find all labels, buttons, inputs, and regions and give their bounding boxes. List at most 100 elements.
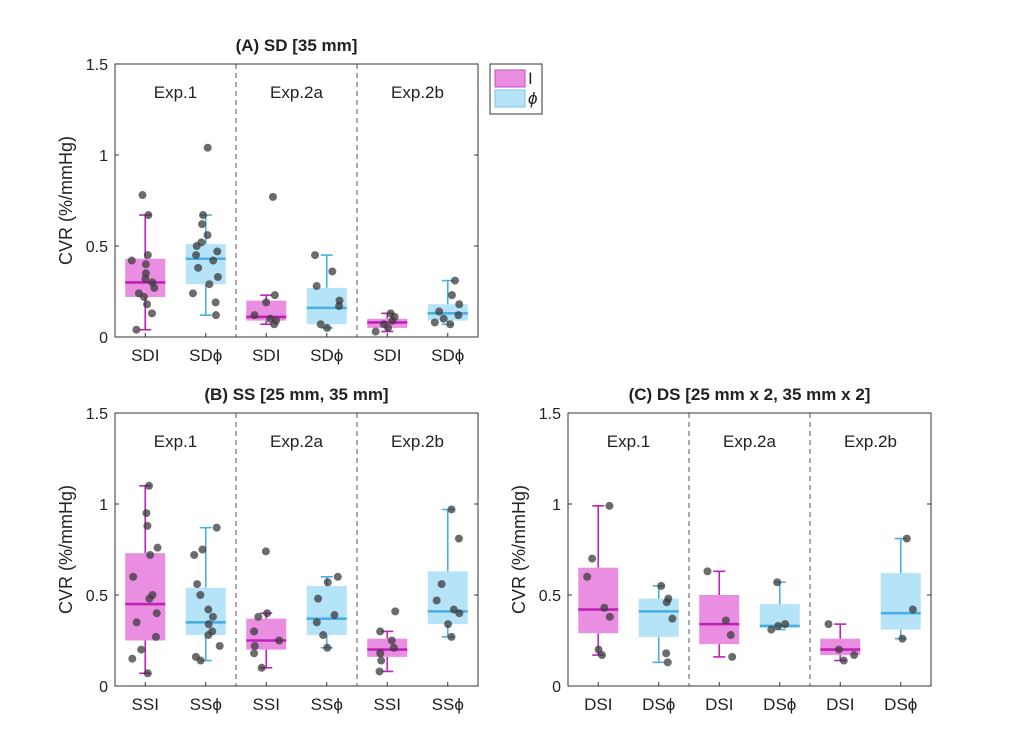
- y-tick-label: 1.5: [86, 57, 108, 74]
- data-point: [199, 211, 208, 220]
- data-point: [146, 550, 155, 559]
- data-point: [430, 318, 439, 327]
- data-point: [194, 263, 203, 272]
- data-point: [148, 278, 157, 287]
- data-point: [127, 256, 136, 265]
- x-tick-label: SSϕ: [432, 695, 464, 714]
- data-point: [203, 143, 212, 152]
- data-point: [192, 251, 201, 260]
- box-body: [367, 638, 408, 657]
- y-tick-label: 1: [99, 148, 108, 165]
- data-point: [188, 289, 197, 298]
- x-tick-label: DSI: [705, 695, 733, 714]
- data-point: [773, 578, 782, 587]
- data-point: [389, 643, 398, 652]
- data-point: [726, 631, 735, 640]
- legend-swatch: [494, 89, 526, 108]
- data-point: [209, 256, 218, 265]
- data-point: [250, 649, 259, 658]
- legend-swatch: [494, 69, 526, 88]
- data-point: [451, 276, 460, 285]
- legend-label: ϕ: [528, 89, 537, 108]
- data-point: [152, 609, 161, 618]
- data-point: [444, 620, 453, 629]
- y-tick-label: 1.5: [539, 406, 561, 423]
- box-body: [759, 604, 800, 628]
- x-tick-label: SDϕ: [310, 346, 343, 365]
- data-point: [262, 298, 271, 307]
- data-point: [208, 627, 217, 636]
- data-point: [447, 291, 456, 300]
- data-point: [333, 572, 342, 581]
- data-point: [143, 251, 152, 260]
- data-point: [250, 641, 259, 650]
- data-point: [371, 327, 380, 336]
- box-2: [185, 523, 226, 665]
- data-point: [204, 620, 213, 629]
- data-point: [435, 307, 444, 316]
- data-point: [314, 594, 323, 603]
- x-tick-label: SDI: [252, 346, 280, 365]
- x-tick-label: DSϕ: [884, 695, 917, 714]
- y-tick-label: 0: [552, 679, 561, 696]
- box-6: [427, 276, 468, 329]
- data-point: [323, 643, 332, 652]
- data-point: [728, 652, 737, 661]
- box-6: [880, 534, 921, 643]
- data-point: [144, 211, 153, 220]
- x-tick-label: SSI: [374, 695, 401, 714]
- box-4: [306, 251, 347, 332]
- data-point: [767, 625, 776, 634]
- data-point: [141, 260, 150, 269]
- data-point: [850, 651, 859, 660]
- box-1: [125, 481, 166, 678]
- data-point: [138, 191, 147, 200]
- data-point: [663, 658, 672, 667]
- data-point: [261, 547, 270, 556]
- data-point: [583, 572, 592, 581]
- panel-title: (A) SD [35 mm]: [236, 36, 358, 55]
- legend: Iϕ: [489, 63, 543, 115]
- data-point: [437, 580, 446, 589]
- data-point: [153, 543, 162, 552]
- box-body: [880, 573, 921, 630]
- x-tick-label: SDI: [373, 346, 401, 365]
- data-point: [204, 605, 213, 614]
- data-point: [774, 621, 783, 630]
- data-point: [375, 667, 384, 676]
- y-tick-label: 0: [99, 679, 108, 696]
- x-tick-label: SDϕ: [431, 346, 464, 365]
- data-point: [902, 534, 911, 543]
- x-tick-label: SDI: [131, 346, 159, 365]
- x-tick-label: DSϕ: [763, 695, 796, 714]
- data-point: [205, 280, 214, 289]
- data-point: [834, 645, 843, 654]
- y-tick-label: 0: [99, 330, 108, 347]
- data-point: [781, 620, 790, 629]
- data-point: [141, 269, 150, 278]
- data-point: [447, 632, 456, 641]
- data-point: [213, 272, 222, 281]
- data-point: [319, 631, 328, 640]
- data-point: [594, 645, 603, 654]
- x-tick-label: DSI: [584, 695, 612, 714]
- data-point: [129, 572, 138, 581]
- data-point: [137, 645, 146, 654]
- panel-B: (B) SS [25 mm, 35 mm] CVR (%/mmHg) SSI SSϕ S…: [56, 385, 479, 714]
- panel-title: (B) SS [25 mm, 35 mm]: [204, 385, 388, 404]
- x-tick-label: DSI: [826, 695, 854, 714]
- box-1: [125, 191, 166, 334]
- data-point: [824, 620, 833, 629]
- data-point: [432, 596, 441, 605]
- panel-A: (A) SD [35 mm] CVR (%/mmHg) SDI SDϕ SDI SDϕ SD…: [56, 36, 479, 365]
- box-5: [367, 309, 408, 336]
- group-label: Exp.1: [154, 432, 197, 451]
- data-point: [215, 641, 224, 650]
- data-point: [272, 316, 281, 325]
- data-point: [387, 636, 396, 645]
- data-point: [190, 550, 199, 559]
- data-point: [143, 521, 152, 530]
- data-point: [605, 612, 614, 621]
- x-tick-label: SDϕ: [189, 346, 222, 365]
- y-tick-label: 1: [99, 497, 108, 514]
